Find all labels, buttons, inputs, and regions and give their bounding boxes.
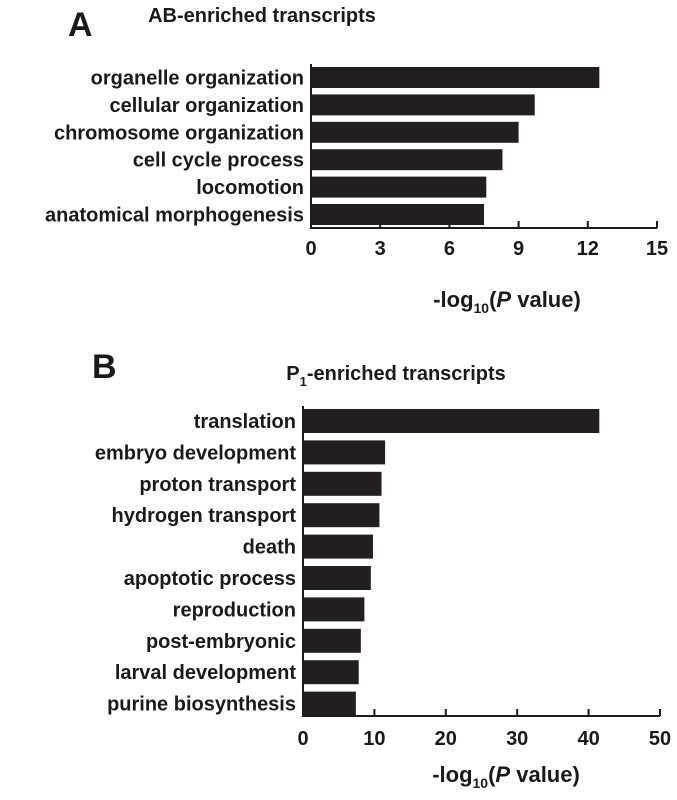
xlabel-sub: 10 xyxy=(474,300,490,316)
bar xyxy=(311,204,484,225)
x-tick-label: 20 xyxy=(435,728,457,750)
category-label: larval development xyxy=(115,662,297,684)
panel-b: B P1-enriched transcripts translationemb… xyxy=(92,348,671,791)
bar xyxy=(303,660,359,685)
bar xyxy=(311,67,600,88)
bar xyxy=(303,691,356,716)
category-label: chromosome organization xyxy=(54,122,304,144)
x-tick-label: 3 xyxy=(375,238,386,260)
x-tick-label: 6 xyxy=(444,238,455,260)
panel-a-category-labels: organelle organization cellular organizat… xyxy=(45,68,304,227)
panel-a-axis xyxy=(310,64,658,229)
bar xyxy=(303,566,371,590)
category-label: locomotion xyxy=(196,177,304,199)
bar xyxy=(303,471,382,496)
xlabel-suffix: value) xyxy=(511,287,581,312)
xlabel-sub: 10 xyxy=(473,775,489,791)
panel-b-x-axis-label: -log10(P value) xyxy=(432,762,580,791)
bar xyxy=(303,440,386,465)
xlabel-suffix: value) xyxy=(510,762,580,787)
category-label: reproduction xyxy=(173,599,296,621)
bar xyxy=(303,628,361,653)
bar xyxy=(311,149,503,171)
panel-b-category-labels: translation embryo development proton tran… xyxy=(95,411,297,716)
panel-a-x-axis-label: -log10(P value) xyxy=(433,287,581,316)
xlabel-open: ( xyxy=(489,287,497,312)
bar xyxy=(303,503,380,528)
title-main: P xyxy=(286,363,299,385)
category-label: embryo development xyxy=(95,442,297,464)
x-tick-label: 9 xyxy=(513,238,524,260)
panel-a-title: AB-enriched transcripts xyxy=(148,5,376,27)
bar xyxy=(311,121,519,143)
bar xyxy=(311,94,535,116)
panel-a-tick-labels: 0 3 6 9 12 15 xyxy=(305,238,668,260)
category-label: anatomical morphogenesis xyxy=(45,205,304,227)
xlabel-open: ( xyxy=(488,762,496,787)
category-label: apoptotic process xyxy=(124,568,296,590)
category-label: organelle organization xyxy=(91,68,304,90)
x-tick-label: 0 xyxy=(305,238,316,260)
title-rest: -enriched transcripts xyxy=(307,363,506,385)
panel-b-tick-labels: 0 10 20 30 40 50 xyxy=(297,728,671,750)
x-tick-label: 15 xyxy=(646,238,668,260)
category-label: proton transport xyxy=(139,474,296,496)
bar xyxy=(303,409,600,433)
category-label: post-embryonic xyxy=(146,631,296,653)
panel-b-title: P1-enriched transcripts xyxy=(286,363,506,389)
panel-a: A AB-enriched transcripts organelle orga… xyxy=(45,5,668,316)
category-label: translation xyxy=(194,411,296,433)
category-label: cellular organization xyxy=(110,95,304,117)
xlabel-italic: P xyxy=(495,762,510,787)
bar xyxy=(303,534,373,559)
category-label: death xyxy=(243,537,296,559)
x-tick-label: 12 xyxy=(577,238,599,260)
panel-a-bars xyxy=(311,67,600,225)
xlabel-italic: P xyxy=(496,287,511,312)
panel-letter-b: B xyxy=(92,348,117,386)
bar xyxy=(311,176,487,198)
panel-b-bars xyxy=(303,409,600,716)
x-tick-label: 30 xyxy=(506,728,528,750)
panel-letter-a: A xyxy=(68,6,93,44)
x-tick-label: 0 xyxy=(297,728,308,750)
category-label: cell cycle process xyxy=(133,150,304,172)
xlabel-prefix: -log xyxy=(432,762,472,787)
xlabel-prefix: -log xyxy=(433,287,473,312)
x-tick-label: 50 xyxy=(649,728,671,750)
x-tick-label: 10 xyxy=(363,728,385,750)
title-sub: 1 xyxy=(300,374,307,389)
x-tick-label: 40 xyxy=(577,728,599,750)
bar xyxy=(303,597,365,622)
category-label: purine biosynthesis xyxy=(107,694,296,716)
category-label: hydrogen transport xyxy=(112,505,297,527)
